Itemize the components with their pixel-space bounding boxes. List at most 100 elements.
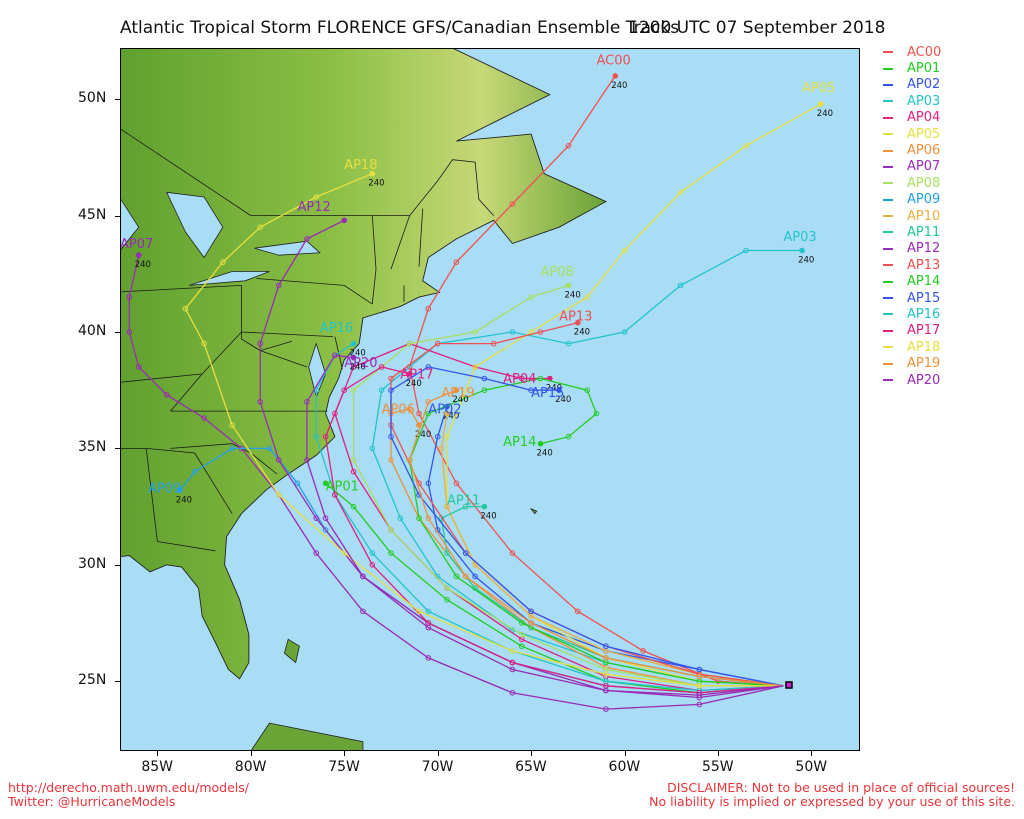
legend-label: AP14 [907, 274, 941, 290]
legend-label: AP08 [907, 175, 941, 191]
track-point [425, 624, 432, 631]
track-point [565, 143, 572, 149]
track-point [322, 527, 329, 533]
y-tick-mark [115, 564, 120, 566]
forecast-hour-label: 240 [537, 449, 553, 459]
legend-item-ap19: AP19 [883, 355, 941, 371]
forecast-hour-label: 240 [135, 260, 151, 270]
legend-swatch [883, 280, 893, 283]
x-tick-label: 75W [328, 759, 360, 775]
x-tick-label: 55W [701, 759, 734, 775]
legend-swatch [883, 100, 893, 103]
track-end-point [799, 248, 805, 253]
track-point [313, 550, 319, 556]
forecast-hour-label: 240 [546, 384, 562, 394]
y-tick-label: 45N [78, 206, 107, 223]
x-tick-mark [344, 751, 346, 756]
footer-disclaimer: DISCLAIMER: Not to be used in place of o… [649, 781, 1015, 809]
track-label-ap01: AP01 [326, 479, 359, 494]
track-point [425, 305, 432, 312]
forecast-hour-label: 240 [480, 512, 496, 522]
track-point [322, 515, 329, 522]
twitter-handle[interactable]: Twitter: @HurricaneModels [8, 794, 176, 809]
track-point [438, 445, 445, 452]
track-point [360, 608, 366, 615]
forecast-hour-label: 240 [350, 349, 366, 359]
x-tick-mark [250, 751, 252, 756]
track-label-ap12: AP12 [298, 200, 331, 215]
track-end-point [341, 217, 347, 223]
legend-label: AP16 [907, 306, 941, 322]
track-point [406, 457, 413, 463]
x-tick-label: 70W [421, 759, 454, 775]
legend-swatch [883, 116, 893, 119]
track-point [369, 562, 376, 568]
track-point [257, 340, 263, 347]
track-point [276, 282, 282, 289]
map-frame [120, 48, 860, 751]
forecast-hour-label: 240 [611, 81, 627, 91]
track-point [434, 433, 441, 440]
track-label-ap19: AP19 [441, 386, 474, 401]
track-end-point [547, 376, 553, 381]
track-point [434, 340, 441, 347]
y-tick-label: 35N [78, 439, 107, 456]
legend-label: AP01 [907, 61, 941, 77]
track-point [360, 573, 366, 580]
track-label-ap03: AP03 [783, 230, 816, 245]
track-end-point [407, 371, 412, 377]
track-point [388, 387, 394, 394]
legend-label: AP10 [907, 208, 941, 224]
legend-label: AP13 [907, 257, 941, 273]
track-point [528, 620, 534, 626]
legend-swatch [883, 362, 893, 365]
track-label-ap18: AP18 [344, 158, 377, 173]
track-point [378, 364, 385, 370]
y-tick-mark [115, 448, 120, 450]
track-point [509, 201, 516, 207]
track-point [304, 236, 310, 242]
track-point [266, 445, 273, 452]
track-end-point [177, 487, 183, 493]
track-label-ap14: AP14 [503, 435, 536, 450]
track-point [220, 259, 226, 265]
track-point [444, 433, 450, 440]
track-end-point [351, 341, 356, 346]
legend-item-ap03: AP03 [883, 93, 941, 109]
track-ap20: 240 [304, 352, 784, 698]
track-point [257, 399, 263, 405]
track-point [621, 329, 628, 335]
legend-swatch [883, 133, 893, 136]
map-panel[interactable]: 240 240 240 240 240 240 240 240 240 240 240 240 240 2… [120, 48, 860, 751]
track-end-point [369, 171, 375, 177]
track-point [453, 480, 460, 487]
legend-swatch [883, 83, 893, 86]
track-point [472, 573, 478, 580]
track-label-ap16: AP16 [320, 321, 353, 336]
track-end-point [556, 387, 562, 393]
footer-credits: http://derecho.math.uwm.edu/models/ Twit… [8, 781, 249, 809]
forecast-hour-label: 240 [406, 379, 422, 389]
track-end-point [323, 480, 328, 486]
track-point [603, 687, 609, 694]
track-point [519, 631, 525, 638]
track-ap15: 240 [388, 364, 784, 687]
track-end-point [454, 387, 459, 393]
track-point [519, 643, 525, 650]
track-ap17: 240 [322, 364, 784, 696]
title-storm: Atlantic Tropical Storm FLORENCE GFS/Can… [120, 18, 680, 38]
track-point [696, 683, 703, 689]
track-point [425, 608, 432, 615]
track-point [406, 340, 413, 347]
legend-item-ap07: AP07 [883, 159, 941, 175]
track-point [201, 415, 207, 421]
track-point [425, 364, 432, 370]
forecast-hour-label: 240 [817, 109, 833, 119]
track-point [743, 247, 749, 254]
source-link[interactable]: http://derecho.math.uwm.edu/models/ [8, 780, 250, 795]
track-map[interactable]: 2402402402402402402402402402402402402402… [120, 48, 860, 751]
track-point [509, 690, 516, 696]
forecast-hour-label: 240 [443, 412, 459, 422]
track-point [509, 666, 516, 673]
track-labels: AC00 AP05 AP03 AP08 AP13 AP12 AP18 AP07 AP16 AP20… [120, 53, 835, 508]
